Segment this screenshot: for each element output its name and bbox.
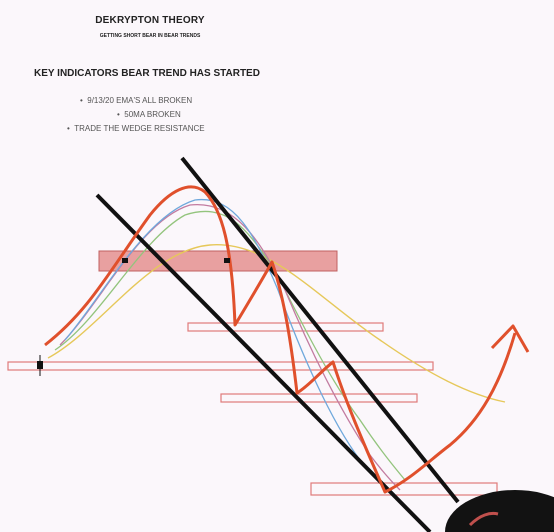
zone-touch-marker-2 <box>224 258 230 263</box>
slide-title: DEKRYPTON THEORY <box>95 15 205 26</box>
zone-touch-marker-1 <box>122 258 128 263</box>
ma-50-line <box>47 244 506 403</box>
slide-subtitle: GETTING SHORT BEAR IN BEAR TRENDS <box>99 33 201 39</box>
indicator-bullet-wedge: • TRADE THE WEDGE RESISTANCE <box>67 124 205 133</box>
wedge-support-line <box>95 193 432 532</box>
up-arrow-icon <box>490 324 530 353</box>
indicators-heading: KEY INDICATORS BEAR TREND HAS STARTED <box>34 68 260 79</box>
zone-box-3 <box>220 393 418 403</box>
indicator-bullet-ema: • 9/13/20 EMA'S ALL BROKEN <box>80 96 193 105</box>
price-path <box>44 185 517 494</box>
webcam-highlight <box>468 511 499 527</box>
zone-box-4 <box>310 482 498 496</box>
resistance-zone-main <box>98 250 338 272</box>
indicator-bullet-50ma: • 50MA BROKEN <box>117 110 181 119</box>
webcam-overlay <box>445 490 554 532</box>
zone-box-2 <box>7 361 434 371</box>
wedge-resistance-line <box>180 156 460 504</box>
zone-box-1 <box>187 322 384 332</box>
